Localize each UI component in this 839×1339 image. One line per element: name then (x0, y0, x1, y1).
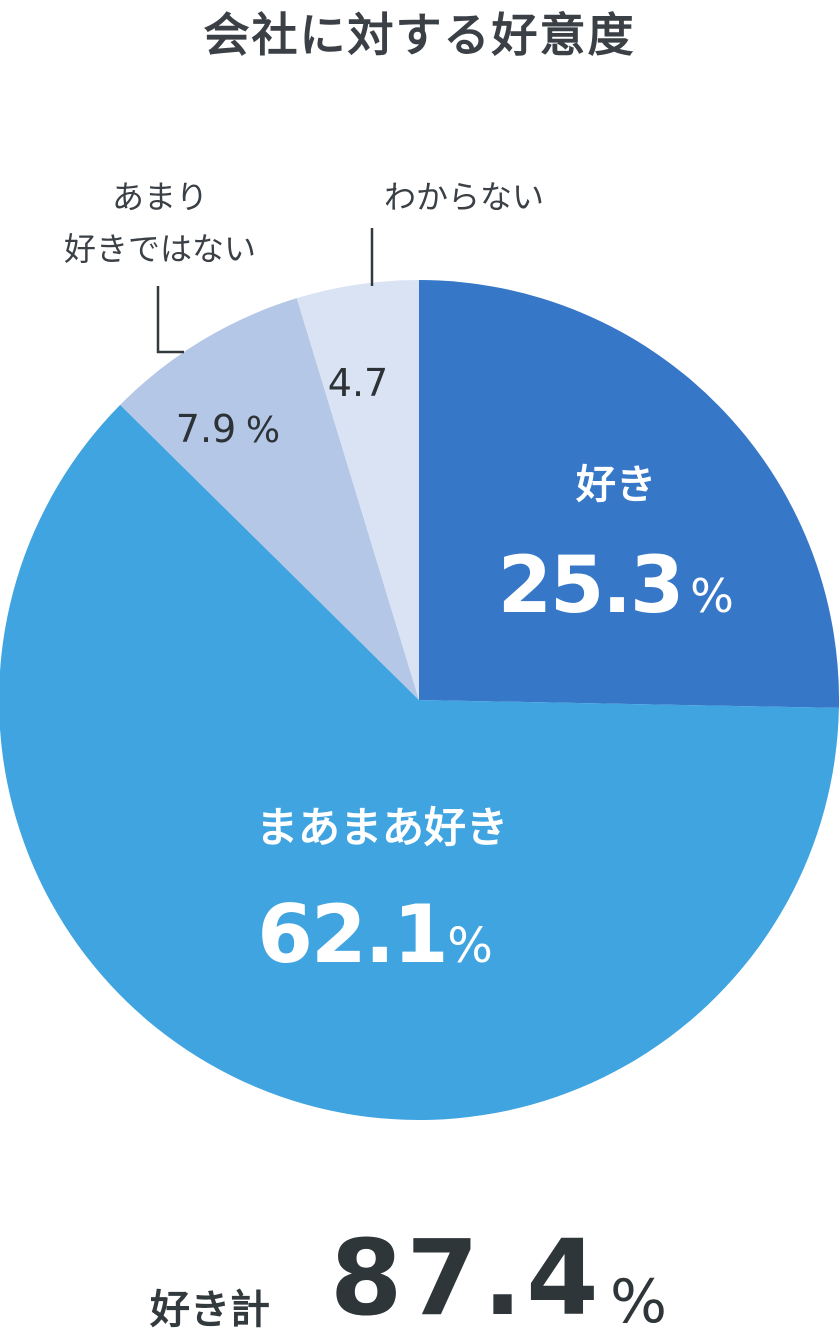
leader-line-yaritakunai (156, 286, 184, 354)
slice-value-maamaa-suki: 62.1 (257, 888, 446, 981)
slice-value-wakaranai: 4.7 (328, 361, 388, 405)
outside-label-amari-line2: 好きではない (64, 230, 256, 268)
pie-slice-suki (419, 280, 839, 708)
total-summary: 好き計 87.4 % (0, 1215, 839, 1339)
total-label: 好き計 (150, 1287, 270, 1333)
pie-slice-wakaranai (296, 280, 419, 700)
slice-unit-suki: % (690, 569, 734, 623)
slice-name-suki: 好き (575, 462, 656, 508)
slice-name-maamaa-suki: まあまあ好き (256, 803, 508, 852)
chart-title: 会社に対する好意度 (203, 8, 636, 62)
slice-unit-amari: % (246, 410, 280, 451)
pie-slice-maamaa-suki (0, 404, 839, 1120)
total-value: 87.4 (330, 1217, 603, 1339)
outside-label-wakaranai: わからない (384, 178, 544, 216)
pie-slice-amari (120, 298, 419, 700)
outside-label-amari-line1: あまり (112, 178, 208, 216)
slice-value-amari: 7.9 (176, 407, 236, 451)
total-unit: % (610, 1267, 668, 1337)
slice-value-suki: 25.3 (498, 541, 682, 631)
slice-unit-maamaa-suki: % (447, 918, 493, 974)
pie-chart: 好き 25.3 % まあまあ好き 62.1 % 7.9 % あまり 好きではない… (0, 178, 839, 1120)
